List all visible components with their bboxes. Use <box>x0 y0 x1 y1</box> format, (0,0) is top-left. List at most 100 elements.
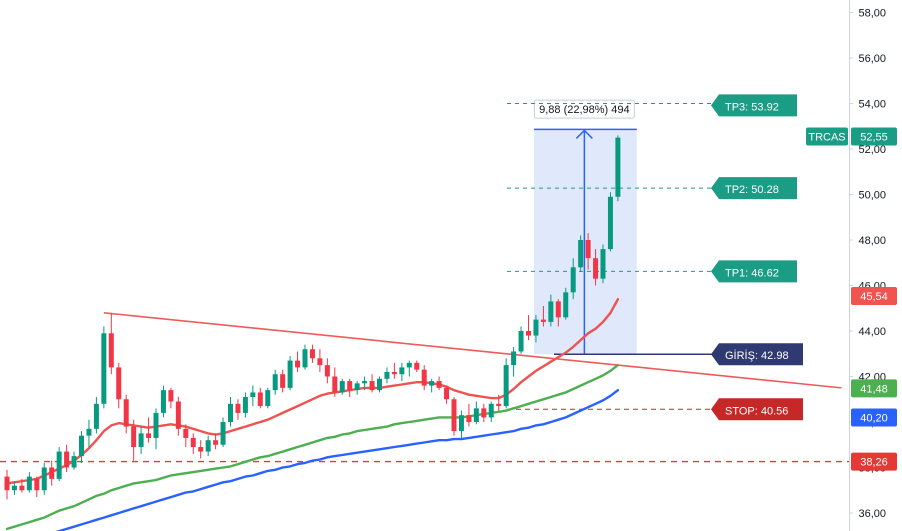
symbol-tag-bg <box>806 127 848 146</box>
candle-body <box>56 451 62 479</box>
price-axis-label: 52,00 <box>858 144 886 156</box>
candle <box>481 403 487 422</box>
candle-body <box>79 435 84 457</box>
price-tag-text: 41,48 <box>860 383 888 395</box>
candle <box>369 374 375 393</box>
candle-body <box>220 422 226 445</box>
candle <box>317 349 323 372</box>
candle-body <box>250 392 256 397</box>
price-axis-label: 56,00 <box>858 53 886 65</box>
candle-body <box>213 440 219 445</box>
candle <box>242 392 248 418</box>
candle <box>488 401 494 422</box>
candle <box>414 360 420 372</box>
candle-body <box>280 374 286 388</box>
candle-body <box>511 351 517 366</box>
candle <box>138 426 144 454</box>
candle <box>131 419 137 461</box>
candle-body <box>436 381 442 388</box>
candle <box>11 481 17 495</box>
candle-body <box>444 387 450 400</box>
tp1-label-bg <box>711 260 797 283</box>
candle-body <box>4 476 10 491</box>
candle <box>444 385 450 404</box>
price-tag-text: 38,26 <box>860 457 888 469</box>
candle-body <box>347 381 353 391</box>
candle <box>518 326 524 354</box>
candle <box>406 360 412 377</box>
candle-body <box>458 415 464 432</box>
tp2-label-bg <box>711 177 797 200</box>
trendline[interactable] <box>103 312 842 389</box>
candle <box>123 394 129 434</box>
candle-body <box>101 333 107 404</box>
price-tag-bg <box>851 452 897 471</box>
candle <box>79 431 84 463</box>
candlesticks <box>4 135 621 500</box>
candle <box>384 367 390 384</box>
candle-body <box>377 378 382 391</box>
candle <box>153 408 159 450</box>
candle-body <box>11 485 17 491</box>
candle-body <box>421 369 427 386</box>
candle-body <box>555 301 561 318</box>
candle <box>71 451 77 470</box>
candle <box>41 462 47 495</box>
candle-body <box>600 249 606 279</box>
candle-body <box>64 451 70 468</box>
candle-body <box>160 390 166 413</box>
candle <box>101 326 107 409</box>
price-axis-label: 58,00 <box>858 8 886 20</box>
tp1-label-text: TP1: 46.62 <box>725 267 779 279</box>
candle-body <box>287 360 293 388</box>
candle-body <box>309 349 315 359</box>
candle-body <box>153 412 159 438</box>
price-axis-label: 48,00 <box>858 235 886 247</box>
candle-body <box>138 433 144 448</box>
candle-body <box>429 381 435 386</box>
descending-trendline[interactable] <box>103 312 842 389</box>
candle <box>354 381 360 395</box>
candle-body <box>414 362 420 370</box>
candle <box>220 417 226 448</box>
candle <box>26 472 32 493</box>
candle <box>205 435 211 457</box>
candle <box>265 387 271 409</box>
candle-body <box>123 399 129 427</box>
candle <box>533 315 539 343</box>
candle-body <box>496 403 502 407</box>
candle <box>198 440 204 459</box>
candle-body <box>481 408 487 418</box>
candle <box>526 315 531 341</box>
candle <box>466 403 472 427</box>
price-tag-bg <box>851 379 897 398</box>
candle <box>399 362 405 382</box>
candle-body <box>86 428 92 436</box>
candle <box>280 369 286 393</box>
candle-body <box>131 426 137 448</box>
candle <box>332 367 338 397</box>
candle-body <box>473 408 479 422</box>
candle-body <box>593 258 599 279</box>
candle-body <box>26 476 32 491</box>
candle-body <box>488 403 494 418</box>
measure-arrow-head <box>575 129 593 139</box>
price-axis-label: 54,00 <box>858 99 886 111</box>
candle <box>160 385 166 418</box>
candle <box>555 299 561 327</box>
candle-body <box>354 383 360 391</box>
candle-body <box>362 381 368 384</box>
price-axis-label: 50,00 <box>858 190 886 202</box>
candle <box>34 476 40 498</box>
ema-slow-line <box>55 389 620 531</box>
candle-body <box>71 456 77 468</box>
candle-body <box>116 367 122 400</box>
candle <box>175 396 181 436</box>
candle <box>183 424 189 448</box>
candle-body <box>503 365 509 407</box>
price-axis[interactable]: 36,0038,0040,0042,0044,0046,0048,0050,00… <box>849 0 886 531</box>
candle <box>377 376 382 393</box>
candle <box>228 396 233 427</box>
stop-label-bg <box>711 398 803 421</box>
